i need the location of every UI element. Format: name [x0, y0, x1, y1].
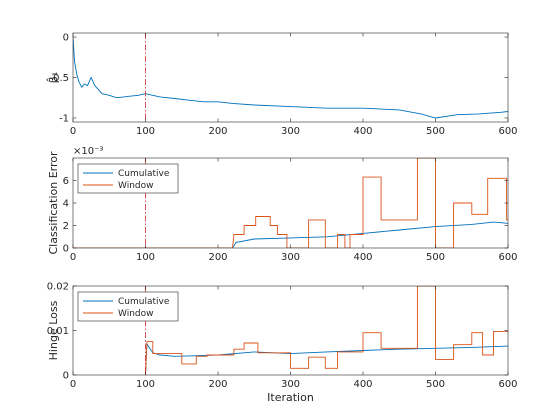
y-tick-label: 0.02: [47, 282, 69, 293]
series-line-window: [145, 286, 508, 375]
x-tick-label: 0: [70, 379, 76, 390]
x-tick-label: 0: [70, 252, 76, 263]
x-tick-label: 500: [426, 252, 445, 263]
x-tick-label: 300: [281, 126, 300, 137]
series-group: [73, 36, 508, 119]
legend-label: Cumulative: [118, 297, 170, 307]
x-tick-label: 500: [426, 126, 445, 137]
legend-label: Cumulative: [118, 169, 170, 179]
y-axis-label: β̂₁: [46, 72, 60, 83]
x-tick-label: 300: [281, 252, 300, 263]
y-axis-label: Classification Error: [47, 151, 60, 255]
subplot-3: 0 100 200 300 400 500 600 0 0.01 0.02 Hinge Loss It…: [47, 282, 518, 405]
x-tick-label: 600: [498, 252, 517, 263]
x-tick-label: 200: [208, 379, 227, 390]
subplot-2: 0 100 200 300 400 500 600 0 2 4 6 ×10⁻³ Classificati…: [47, 146, 518, 263]
x-tick-label: 500: [426, 379, 445, 390]
y-exponent-label: ×10⁻³: [73, 146, 103, 157]
series-group: [145, 286, 508, 375]
y-tick-label: 0: [63, 371, 69, 382]
x-tick-label: 400: [353, 126, 372, 137]
x-tick-label: 400: [353, 379, 372, 390]
y-tick-label: 0.01: [47, 326, 69, 337]
x-tick-label: 100: [136, 252, 155, 263]
y-tick-label: -1: [59, 113, 69, 124]
series-group: [73, 158, 508, 248]
legend-box: [77, 291, 179, 322]
x-tick-label: 0: [70, 126, 76, 137]
y-tick-label: -0.5: [49, 73, 69, 84]
y-tick-label: 2: [63, 221, 69, 232]
y-tick-label: 6: [63, 176, 69, 187]
x-tick-label: 100: [136, 126, 155, 137]
series-line-window: [73, 158, 508, 248]
y-tick-label: 0: [63, 244, 69, 255]
y-axis-label: Hinge Loss: [47, 300, 60, 360]
x-tick-label: 600: [498, 379, 517, 390]
legend: Cumulative Window: [77, 291, 179, 322]
legend-label: Window: [118, 181, 154, 191]
x-tick-label: 300: [281, 379, 300, 390]
x-axis-label: Iteration: [267, 391, 314, 404]
x-tick-label: 200: [208, 126, 227, 137]
x-tick-label: 600: [498, 126, 517, 137]
plot-area: [73, 33, 508, 122]
subplot-1: 0 100 200 300 400 500 600 0 -0.5 -1 β̂₁: [46, 33, 518, 137]
y-tick-label: 0: [63, 33, 69, 44]
legend: Cumulative Window: [77, 163, 179, 194]
x-tick-label: 100: [136, 379, 155, 390]
x-tick-label: 200: [208, 252, 227, 263]
x-tick-label: 400: [353, 252, 372, 263]
legend-box: [77, 163, 179, 194]
series-line-0: [73, 36, 508, 119]
y-tick-label: 4: [63, 199, 69, 210]
legend-label: Window: [118, 309, 154, 319]
